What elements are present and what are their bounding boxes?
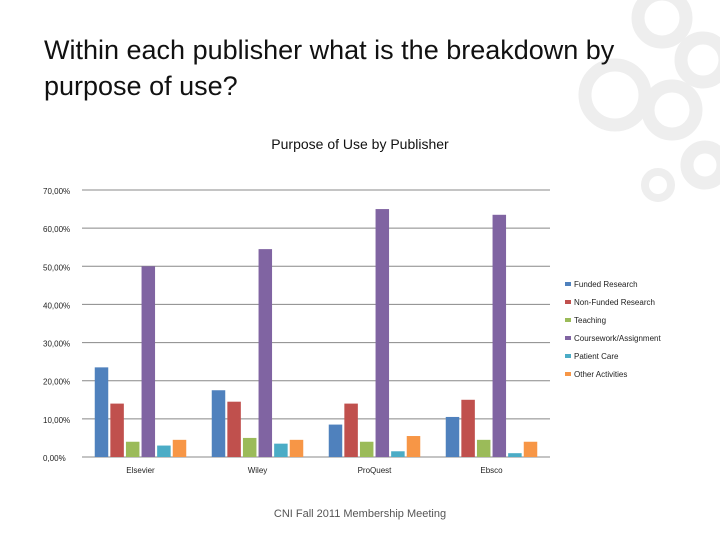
- legend-label: Other Activities: [574, 370, 627, 379]
- bar: [242, 437, 257, 457]
- y-tick-label: 70,00%: [43, 187, 70, 196]
- bars: [94, 209, 538, 457]
- bar: [110, 403, 124, 457]
- legend-label: Coursework/Assignment: [574, 334, 661, 343]
- chart-title: Purpose of Use by Publisher: [271, 136, 449, 152]
- legend-swatch: [565, 282, 571, 286]
- bar: [258, 249, 273, 457]
- bar: [157, 445, 171, 457]
- bar: [274, 443, 288, 457]
- x-tick-label: ProQuest: [358, 466, 393, 475]
- bar: [141, 266, 156, 457]
- slide-footer: CNI Fall 2011 Membership Meeting: [273, 508, 447, 520]
- legend: Funded Research Non-Funded Research Teachi…: [565, 280, 661, 379]
- bar: [476, 439, 491, 457]
- bar: [445, 416, 460, 457]
- y-axis-ticks: 0,00% 10,00% 20,00% 30,00% 40,00% 50,00% 60,00…: [43, 187, 70, 463]
- x-tick-label: Ebsco: [480, 466, 503, 475]
- bar: [391, 451, 405, 457]
- bar: [359, 441, 374, 457]
- legend-label: Patient Care: [574, 352, 619, 361]
- bar: [461, 399, 475, 457]
- y-tick-label: 50,00%: [43, 263, 70, 272]
- y-tick-label: 20,00%: [43, 378, 70, 387]
- y-tick-label: 40,00%: [43, 301, 70, 310]
- y-tick-label: 0,00%: [43, 454, 66, 463]
- legend-label: Funded Research: [574, 280, 638, 289]
- legend-swatch: [565, 318, 571, 322]
- legend-swatch: [565, 300, 571, 304]
- bar: [375, 209, 390, 457]
- legend-label: Teaching: [574, 316, 606, 325]
- x-axis-ticks: Elsevier Wiley ProQuest Ebsco: [126, 466, 503, 475]
- legend-label: Non-Funded Research: [574, 298, 655, 307]
- bar: [172, 439, 187, 457]
- legend-swatch: [565, 354, 571, 358]
- bar: [125, 441, 140, 457]
- legend-swatch: [565, 372, 571, 376]
- bar: [289, 439, 304, 457]
- x-tick-label: Wiley: [248, 466, 268, 475]
- y-tick-label: 30,00%: [43, 340, 70, 349]
- bar: [211, 390, 226, 457]
- y-tick-label: 60,00%: [43, 225, 70, 234]
- bar: [94, 367, 109, 457]
- bar: [508, 453, 522, 457]
- bar: [406, 436, 421, 457]
- bar: [328, 424, 343, 457]
- bar: [523, 441, 538, 457]
- bar: [227, 401, 241, 457]
- slide-title: Within each publisher what is the breakd…: [44, 35, 615, 101]
- y-tick-label: 10,00%: [43, 416, 70, 425]
- x-tick-label: Elsevier: [126, 466, 155, 475]
- bar: [492, 214, 507, 457]
- legend-swatch: [565, 336, 571, 340]
- bar: [344, 403, 358, 457]
